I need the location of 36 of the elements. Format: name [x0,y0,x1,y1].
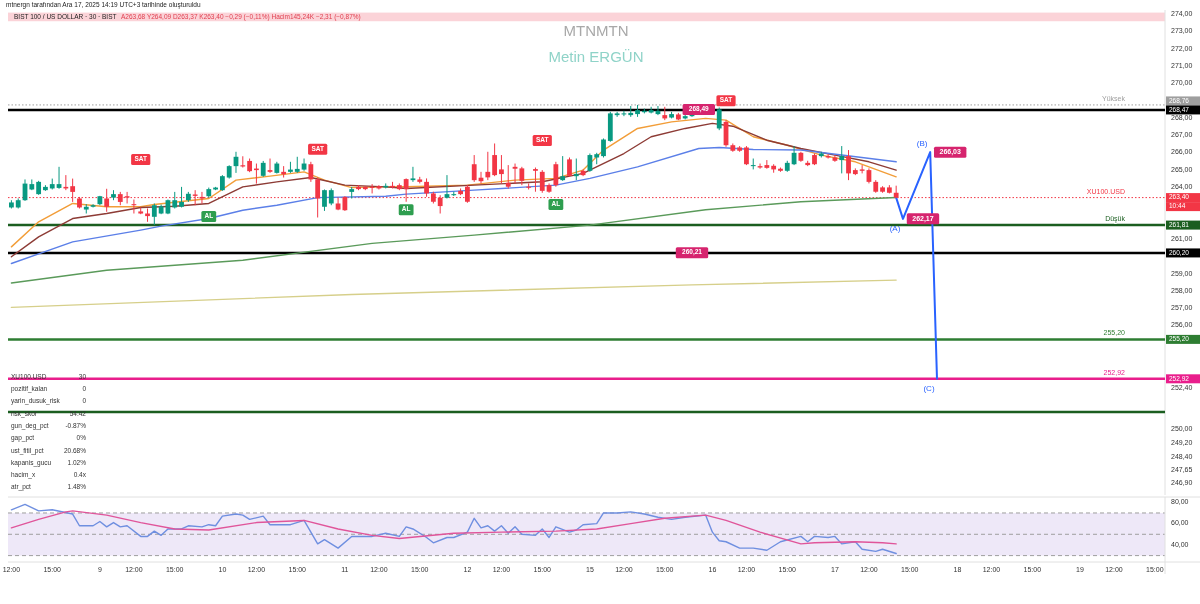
line-series [10,503,897,555]
candlestick [267,158,273,174]
annotation: Metin ERGÜN [548,48,644,65]
candlestick [424,177,429,198]
candlestick [764,159,770,170]
candlestick [601,137,606,158]
candlestick [744,145,749,166]
candlestick [573,158,579,181]
candlestick [539,169,545,194]
candlestick [322,188,327,212]
candlestick [519,166,525,186]
annotation: (C) [923,383,935,393]
candlestick [716,107,722,131]
candlestick [859,164,865,174]
candlestick [369,183,375,194]
candlestick [505,164,511,189]
candlestick [560,155,566,182]
candlestick [614,111,620,118]
candlestick [485,151,491,181]
candlestick [757,163,763,170]
line-series [10,279,897,309]
annotation: (B) [916,139,928,149]
candlestick [553,161,559,188]
candlestick [533,167,538,193]
candlestick [567,156,572,178]
annotation: MTNMTN [563,22,629,39]
annotation: (A) [889,223,901,233]
candlestick [471,154,477,183]
candlestick [410,166,416,183]
candlestick [308,161,314,183]
line-series [10,510,897,545]
candlestick [846,149,851,181]
candlestick [499,154,504,184]
candlestick [492,142,498,177]
candlestick [151,202,157,226]
candlestick [839,145,845,174]
